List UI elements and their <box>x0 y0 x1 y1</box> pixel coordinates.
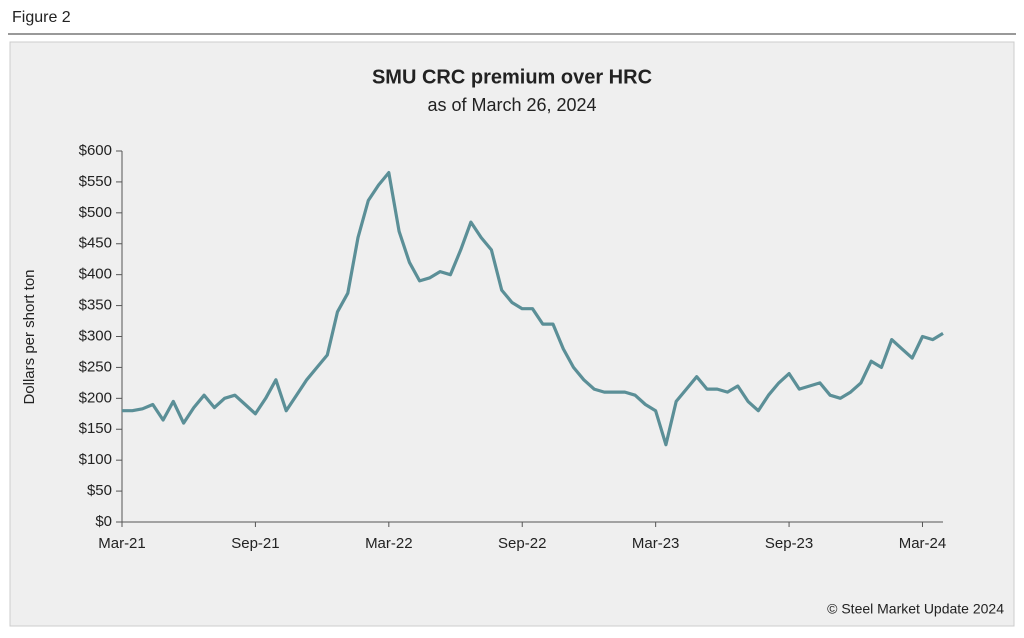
chart-title: SMU CRC premium over HRC <box>372 66 652 88</box>
y-axis-label: Dollars per short ton <box>21 269 38 404</box>
x-tick-label: Mar-22 <box>365 535 413 552</box>
x-tick-label: Mar-21 <box>98 535 146 552</box>
chart-subtitle: as of March 26, 2024 <box>427 95 596 115</box>
y-tick-label: $100 <box>79 451 112 468</box>
y-tick-label: $500 <box>79 204 112 221</box>
x-tick-label: Sep-23 <box>765 535 813 552</box>
y-tick-label: $250 <box>79 358 112 375</box>
y-tick-label: $150 <box>79 420 112 437</box>
y-tick-label: $550 <box>79 173 112 190</box>
source: © Steel Market Update 2024 <box>827 601 1004 617</box>
y-tick-label: $600 <box>79 142 112 159</box>
x-tick-label: Sep-22 <box>498 535 546 552</box>
y-tick-label: $50 <box>87 482 112 499</box>
x-tick-label: Mar-24 <box>899 535 947 552</box>
chart-panel <box>9 41 1015 627</box>
y-tick-label: $400 <box>79 266 112 283</box>
y-tick-label: $200 <box>79 389 112 406</box>
y-tick-label: $350 <box>79 297 112 314</box>
y-tick-label: $450 <box>79 235 112 252</box>
plot: $0 $50 $100 $150 $200 $250 $300 $350 $400 $450 $50… <box>79 142 947 552</box>
y-tick-label: $0 <box>95 513 112 530</box>
y-tick-label: $300 <box>79 327 112 344</box>
data-line <box>122 171 944 447</box>
x-tick-label: Mar-23 <box>632 535 680 552</box>
figure-label: Figure 2 <box>12 9 71 26</box>
x-tick-label: Sep-21 <box>231 535 279 552</box>
